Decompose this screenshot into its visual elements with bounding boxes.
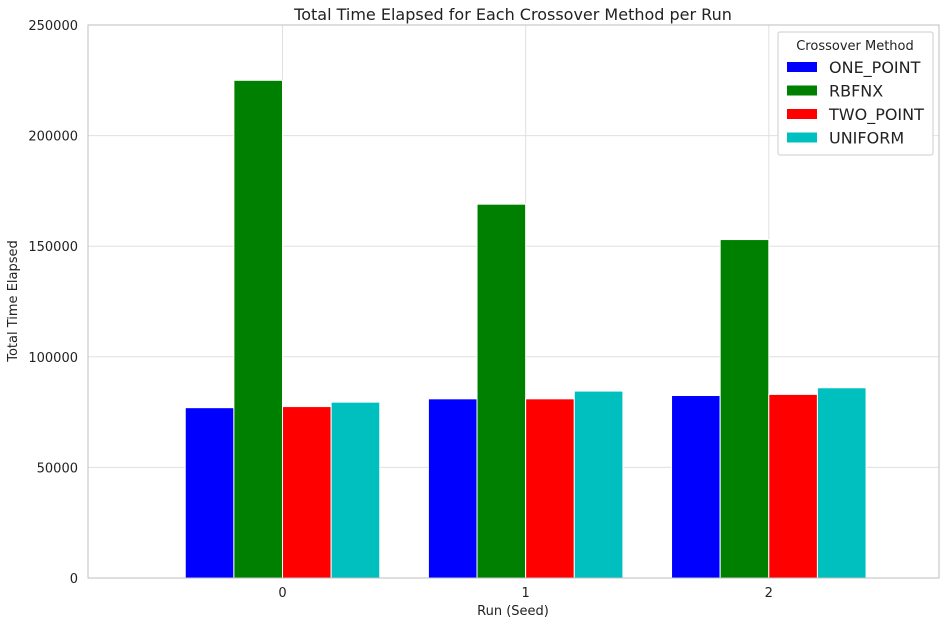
y-tick-labels: 0 50000 100000 150000 200000 250000 [28, 19, 78, 587]
bar-rbfnx-run-0 [233, 79, 284, 579]
y-axis-label: Total Time Elapsed [6, 240, 21, 363]
bar-one-point-run-1 [427, 398, 478, 579]
bar-one-point-run-2 [671, 395, 721, 579]
chart-title: Total Time Elapsed for Each Crossover Me… [293, 5, 732, 24]
legend-swatch [787, 109, 817, 119]
bar-one-point-run-0 [184, 407, 235, 579]
y-tick-label: 50000 [37, 461, 78, 476]
bar-uniform-run-2 [816, 387, 867, 579]
bar-two-point-run-2 [768, 393, 818, 579]
y-tick-label: 250000 [28, 19, 78, 34]
legend-title: Crossover Method [796, 39, 914, 54]
legend-label: UNIFORM [829, 129, 904, 148]
x-tick-label: 0 [278, 586, 286, 601]
legend: Crossover Method ONE_POINT RBFNX TWO_POINT… [777, 31, 934, 156]
legend-items: ONE_POINT RBFNX TWO_POINT UNIFORM [787, 58, 924, 148]
legend-swatch [787, 132, 817, 143]
legend-swatch [787, 62, 817, 72]
bar-rbfnx-run-2 [719, 239, 770, 579]
bar-uniform-run-1 [573, 390, 624, 579]
bar-uniform-run-0 [330, 401, 381, 579]
bar-rbfnx-run-1 [476, 203, 527, 579]
bar-two-point-run-0 [282, 406, 332, 579]
y-tick-label: 150000 [28, 240, 78, 255]
legend-swatch [787, 85, 817, 96]
y-tick-label: 0 [70, 572, 78, 587]
x-tick-label: 1 [522, 586, 530, 601]
plot-frame [87, 24, 940, 579]
legend-label: ONE_POINT [829, 58, 921, 78]
legend-label: TWO_POINT [828, 105, 924, 125]
bar-two-point-run-1 [525, 398, 575, 579]
y-tick-label: 100000 [28, 351, 78, 366]
x-axis-label: Run (Seed) [477, 604, 549, 619]
y-tick-label: 200000 [28, 130, 78, 145]
bars [184, 79, 867, 579]
x-tick-labels: 0 1 2 [278, 586, 773, 601]
legend-label: RBFNX [829, 82, 883, 101]
x-tick-label: 2 [765, 586, 773, 601]
